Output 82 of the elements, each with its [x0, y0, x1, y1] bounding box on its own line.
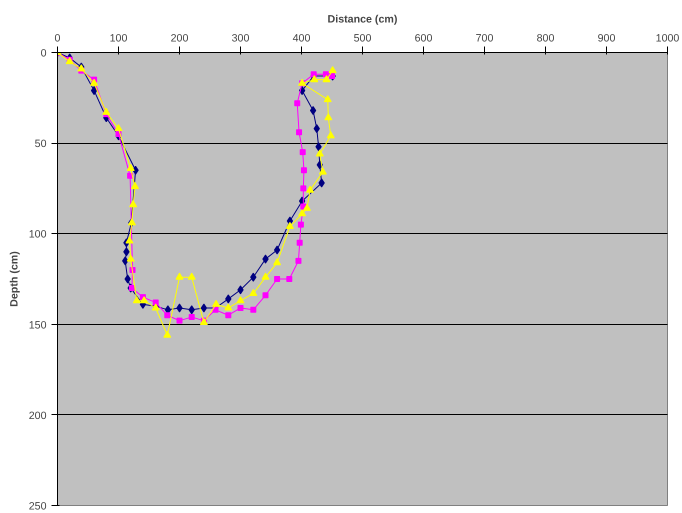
- point: [300, 149, 306, 156]
- point: [300, 185, 306, 192]
- point: [90, 86, 98, 96]
- point: [324, 95, 332, 102]
- x-tick-label: 400: [292, 32, 310, 44]
- point: [130, 182, 139, 190]
- x-tick-label: 0: [54, 32, 61, 44]
- point: [310, 75, 318, 82]
- point: [126, 164, 135, 171]
- point: [262, 254, 269, 264]
- point: [294, 100, 300, 106]
- point: [102, 108, 110, 115]
- point: [300, 167, 307, 174]
- point: [298, 222, 304, 228]
- point: [236, 296, 244, 304]
- point: [132, 296, 141, 304]
- y-tick-label: 250: [28, 500, 47, 512]
- y-tick-label: 100: [28, 228, 47, 241]
- x-axis-title: Distance (cm): [328, 14, 398, 26]
- point: [224, 303, 232, 311]
- point: [273, 258, 282, 266]
- point: [316, 149, 324, 156]
- point: [125, 236, 134, 244]
- point: [310, 106, 316, 115]
- point: [225, 312, 232, 318]
- x-tick-label: 600: [414, 32, 432, 44]
- point: [296, 240, 303, 246]
- point: [298, 209, 306, 216]
- x-tick-label: 200: [170, 32, 188, 44]
- point: [326, 131, 335, 138]
- y-axis-title: Depth (cm): [8, 250, 21, 307]
- x-tick-label: 1000: [656, 32, 680, 44]
- point: [123, 247, 130, 256]
- point: [140, 296, 148, 304]
- point: [176, 303, 183, 312]
- point: [274, 276, 280, 282]
- point: [322, 71, 329, 78]
- point: [124, 274, 131, 284]
- x-tick-label: 500: [354, 32, 372, 44]
- x-tick-label: 800: [536, 32, 554, 44]
- y-tick-label: 150: [28, 319, 47, 332]
- point: [296, 129, 302, 136]
- point: [322, 75, 331, 82]
- point: [315, 142, 322, 152]
- x-tick-label: 100: [110, 32, 128, 44]
- point: [126, 254, 135, 262]
- point: [306, 186, 314, 193]
- y-tick-label: 50: [34, 138, 47, 150]
- point: [188, 272, 196, 280]
- point: [188, 314, 195, 320]
- x-tick-label: 900: [598, 32, 616, 44]
- point: [286, 276, 292, 282]
- point: [163, 330, 172, 338]
- point: [114, 124, 122, 132]
- x-tick-label: 700: [476, 32, 494, 44]
- point: [212, 300, 220, 307]
- point: [324, 113, 332, 120]
- point: [274, 246, 280, 255]
- point: [328, 66, 337, 74]
- point: [295, 258, 302, 264]
- point: [176, 318, 182, 324]
- point: [200, 303, 208, 312]
- point: [90, 78, 98, 86]
- point: [152, 300, 159, 306]
- point: [262, 292, 269, 298]
- point: [250, 306, 256, 313]
- point: [164, 312, 170, 318]
- point: [249, 288, 258, 296]
- point: [318, 168, 327, 175]
- y-tick-label: 0: [40, 48, 47, 60]
- point: [310, 71, 317, 78]
- point: [318, 178, 325, 188]
- point: [176, 272, 184, 280]
- point: [286, 222, 294, 229]
- point: [262, 272, 270, 280]
- point: [237, 285, 244, 294]
- point: [238, 304, 244, 311]
- point: [129, 200, 138, 208]
- y-tick-label: 200: [28, 410, 47, 422]
- point: [212, 306, 218, 313]
- x-tick-label: 300: [232, 32, 250, 44]
- point: [302, 204, 311, 211]
